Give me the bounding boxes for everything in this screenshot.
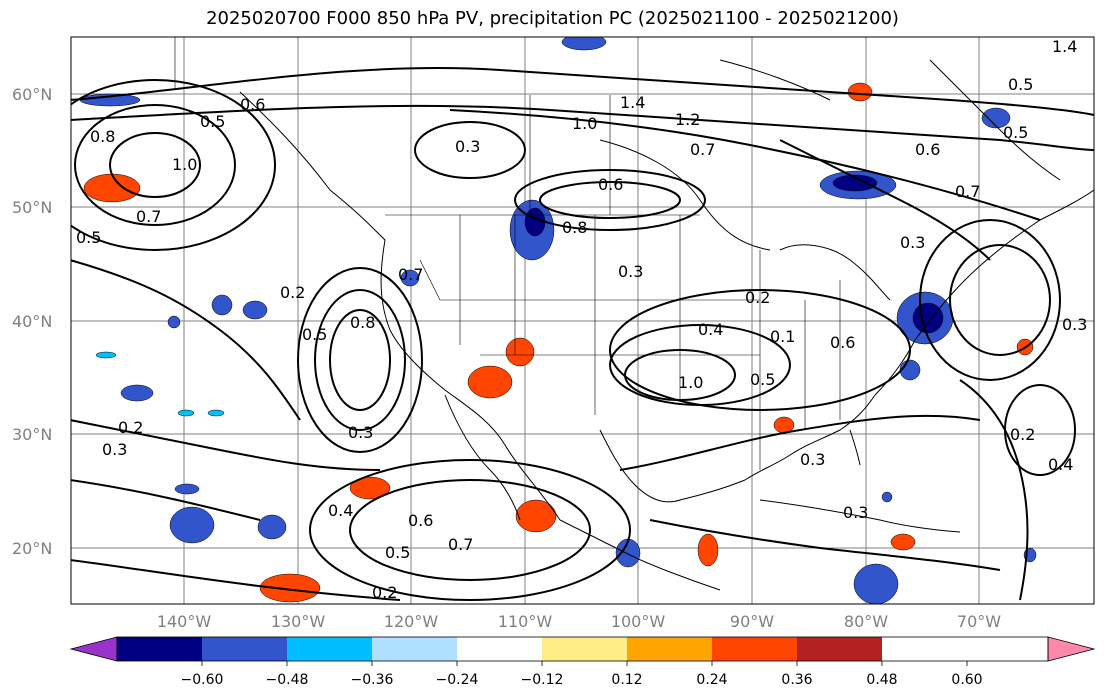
colorbar-segment bbox=[457, 637, 542, 661]
contour-label: 0.2 bbox=[280, 283, 305, 302]
lon-axis: 140°W 130°W 120°W 110°W 100°W 90°W 80°W … bbox=[157, 612, 1001, 631]
contour-label: 0.4 bbox=[328, 501, 353, 520]
contour-label: 0.3 bbox=[843, 503, 868, 522]
lon-label: 110°W bbox=[498, 612, 553, 631]
colorbar-segment bbox=[287, 637, 372, 661]
colorbar-segment bbox=[542, 637, 627, 661]
contour-label: 0.6 bbox=[915, 140, 940, 159]
contour-label: 1.2 bbox=[675, 110, 700, 129]
contour-label: 0.3 bbox=[102, 440, 127, 459]
contour-label: 0.6 bbox=[408, 511, 433, 530]
colorbar-tick-label: −0.24 bbox=[436, 672, 479, 688]
contour-label: 1.0 bbox=[172, 155, 197, 174]
lon-label: 80°W bbox=[844, 612, 888, 631]
contour-label: 0.6 bbox=[830, 333, 855, 352]
contour-label: 0.6 bbox=[240, 95, 265, 114]
contour-label: 1.0 bbox=[678, 373, 703, 392]
contour-label: 0.3 bbox=[1062, 315, 1087, 334]
contour-label: 0.6 bbox=[598, 175, 623, 194]
contour-label-group: 0.8 1.0 0.7 0.5 0.6 0.3 1.4 1.2 1.0 0.7 … bbox=[76, 37, 1087, 602]
contour-label: 0.3 bbox=[618, 262, 643, 281]
colorbar-tick-label: −0.12 bbox=[521, 672, 564, 688]
contour-label: 0.5 bbox=[76, 228, 101, 247]
lon-label: 140°W bbox=[157, 612, 212, 631]
contour-label: 0.2 bbox=[1010, 425, 1035, 444]
colorbar-segment bbox=[712, 637, 797, 661]
contour-label: 0.5 bbox=[1008, 75, 1033, 94]
contour-label: 0.8 bbox=[90, 127, 115, 146]
contour-label: 0.8 bbox=[562, 218, 587, 237]
colorbar-tick-label: 0.12 bbox=[611, 672, 642, 688]
lon-label: 130°W bbox=[271, 612, 326, 631]
contour-label: 0.2 bbox=[745, 288, 770, 307]
lon-label: 70°W bbox=[957, 612, 1001, 631]
colorbar-ticks bbox=[201, 661, 968, 666]
colorbar-extend-low bbox=[69, 636, 118, 662]
pv-contours bbox=[71, 66, 1094, 601]
contour-label: 1.4 bbox=[620, 93, 645, 112]
contour-label: 0.5 bbox=[750, 370, 775, 389]
contour-label: 0.4 bbox=[698, 320, 723, 339]
colorbar-segment bbox=[202, 637, 287, 661]
contour-label: 0.7 bbox=[398, 265, 423, 284]
colorbar: −0.60 −0.48 −0.36 −0.24 −0.12 0.12 0.24 … bbox=[69, 636, 1096, 688]
contour-label: 0.3 bbox=[800, 450, 825, 469]
lat-label: 60°N bbox=[12, 85, 52, 104]
lat-axis: 60°N 50°N 40°N 30°N 20°N bbox=[12, 85, 52, 558]
contour-label: 0.3 bbox=[455, 137, 480, 156]
contour-label: 0.5 bbox=[385, 543, 410, 562]
colorbar-frame bbox=[116, 636, 1049, 662]
colorbar-segment bbox=[372, 637, 457, 661]
colorbar-extend-high bbox=[1047, 636, 1096, 662]
lat-label: 50°N bbox=[12, 198, 52, 217]
contour-label: 0.1 bbox=[770, 327, 795, 346]
colorbar-segment bbox=[117, 637, 202, 661]
contour-label: 0.8 bbox=[350, 313, 375, 332]
coastlines bbox=[239, 59, 1094, 591]
contour-label: 1.0 bbox=[572, 114, 597, 133]
contour-label: 0.7 bbox=[955, 182, 980, 201]
lon-label: 120°W bbox=[384, 612, 439, 631]
colorbar-tick-label: −0.60 bbox=[181, 672, 224, 688]
colorbar-tick-label: 0.36 bbox=[781, 672, 812, 688]
map-frame bbox=[70, 36, 1095, 605]
contour-label: 1.4 bbox=[1052, 37, 1077, 56]
colorbar-tick-label: −0.36 bbox=[351, 672, 394, 688]
map-layers: 0.8 1.0 0.7 0.5 0.6 0.3 1.4 1.2 1.0 0.7 … bbox=[71, 37, 1094, 604]
contour-label: 0.2 bbox=[372, 583, 397, 602]
map-title: 2025020700 F000 850 hPa PV, precipitatio… bbox=[206, 8, 899, 29]
lat-label: 40°N bbox=[12, 312, 52, 331]
colorbar-tick-label: 0.24 bbox=[696, 672, 727, 688]
lat-label: 30°N bbox=[12, 425, 52, 444]
contour-label: 0.3 bbox=[900, 233, 925, 252]
contour-label: 0.5 bbox=[302, 325, 327, 344]
colorbar-tick-label: 0.60 bbox=[951, 672, 982, 688]
colorbar-tick-label: −0.48 bbox=[266, 672, 309, 688]
contour-label: 0.2 bbox=[118, 418, 143, 437]
lat-label: 20°N bbox=[12, 539, 52, 558]
contour-label: 0.7 bbox=[136, 207, 161, 226]
contour-label: 0.7 bbox=[690, 140, 715, 159]
colorbar-segment bbox=[627, 637, 712, 661]
contour-label: 0.5 bbox=[1003, 123, 1028, 142]
colorbar-tick-label: 0.48 bbox=[866, 672, 897, 688]
colorbar-segment bbox=[797, 637, 882, 661]
contour-label: 0.4 bbox=[1048, 455, 1073, 474]
lon-label: 90°W bbox=[730, 612, 774, 631]
lon-label: 100°W bbox=[611, 612, 666, 631]
contour-label: 0.3 bbox=[348, 423, 373, 442]
contour-label: 0.7 bbox=[448, 535, 473, 554]
contour-label: 0.5 bbox=[200, 112, 225, 131]
